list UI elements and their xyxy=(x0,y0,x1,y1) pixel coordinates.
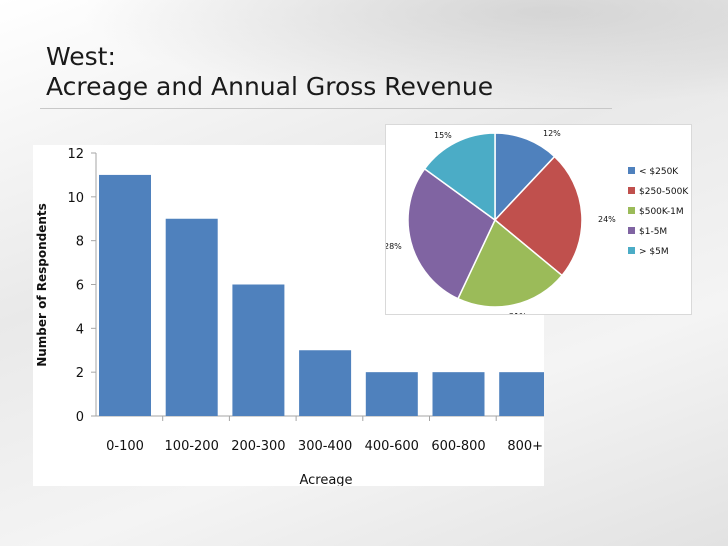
title-divider xyxy=(40,108,612,109)
bar xyxy=(299,350,352,416)
title-line-2: Acreage and Annual Gross Revenue xyxy=(46,72,494,101)
title-line-1: West: xyxy=(46,42,116,71)
y-tick-label: 12 xyxy=(67,147,84,162)
y-tick-label: 10 xyxy=(67,191,84,206)
legend-swatch xyxy=(628,167,635,174)
pie-slice xyxy=(407,167,496,300)
y-tick-label: 0 xyxy=(76,410,84,425)
y-tick-label: 6 xyxy=(76,279,84,294)
pie-slice xyxy=(493,155,583,277)
bar xyxy=(99,174,151,416)
legend-swatch xyxy=(628,227,635,234)
y-tick-label: 4 xyxy=(76,322,84,337)
legend-label: > $5M xyxy=(639,247,669,257)
legend-swatch xyxy=(628,187,635,194)
pie-slice xyxy=(494,132,556,222)
y-tick-label: 2 xyxy=(76,366,84,381)
background-swoosh xyxy=(0,0,728,120)
legend-label: $250-500K xyxy=(639,187,689,197)
pie-value-label: 21% xyxy=(509,312,527,314)
bar xyxy=(165,218,218,416)
pie-value-label: 28% xyxy=(386,242,402,251)
x-tick-label: 600-800 xyxy=(431,439,485,454)
pie-slice xyxy=(423,132,496,222)
y-tick-label: 8 xyxy=(76,235,84,250)
legend-swatch xyxy=(628,247,635,254)
x-tick-label: 200-300 xyxy=(231,439,285,454)
x-tick-label: 0-100 xyxy=(106,439,144,454)
bar xyxy=(232,284,285,416)
pie-chart: 12% 24% 21% 28% 15% < $250K $250-500K $500K-1M $… xyxy=(384,129,689,321)
bar-chart: Number of Respondents Acreage 0 2 4 6 8 10 12 0… xyxy=(35,147,564,488)
legend-label: $500K-1M xyxy=(639,207,684,217)
x-tick-label: 800+ xyxy=(507,439,543,454)
x-tick-label: 100-200 xyxy=(165,439,219,454)
y-axis-label: Number of Respondents xyxy=(35,203,49,367)
bar xyxy=(499,372,552,416)
bar xyxy=(432,372,485,416)
bar xyxy=(365,372,418,416)
pie-chart-panel: 12% 24% 21% 28% 15% < $250K $250-500K $500K-1M $… xyxy=(384,124,692,321)
legend-swatch xyxy=(628,207,635,214)
x-tick-label: 400-600 xyxy=(365,439,419,454)
legend-label: $1-5M xyxy=(639,227,667,237)
pie-value-label: 24% xyxy=(598,215,616,224)
x-tick-label: 300-400 xyxy=(298,439,352,454)
pie-value-label: 15% xyxy=(434,131,452,140)
x-axis-label: Acreage xyxy=(299,473,352,486)
pie-value-label: 12% xyxy=(543,129,561,138)
slide-title: West: Acreage and Annual Gross Revenue xyxy=(46,42,493,102)
pie-slice xyxy=(456,218,564,308)
legend-label: < $250K xyxy=(639,167,679,177)
